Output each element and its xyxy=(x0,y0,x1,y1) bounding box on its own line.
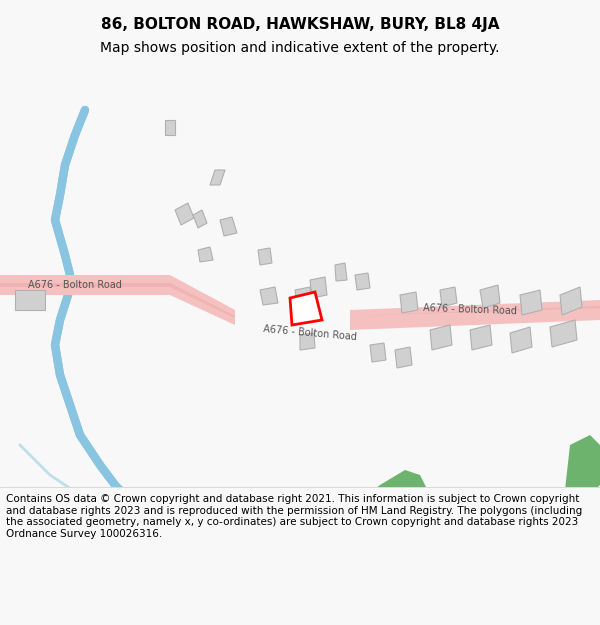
Text: 86, BOLTON ROAD, HAWKSHAW, BURY, BL8 4JA: 86, BOLTON ROAD, HAWKSHAW, BURY, BL8 4JA xyxy=(101,16,499,31)
Polygon shape xyxy=(270,500,320,545)
Polygon shape xyxy=(510,327,532,353)
Text: A676 - Bolton Road: A676 - Bolton Road xyxy=(28,280,122,290)
Polygon shape xyxy=(350,300,600,330)
Polygon shape xyxy=(258,248,272,265)
Polygon shape xyxy=(440,287,457,307)
Polygon shape xyxy=(430,325,452,350)
Polygon shape xyxy=(565,435,600,500)
Polygon shape xyxy=(165,120,175,135)
Polygon shape xyxy=(335,263,347,281)
Polygon shape xyxy=(0,275,235,325)
Text: Map shows position and indicative extent of the property.: Map shows position and indicative extent… xyxy=(100,41,500,55)
Text: A676 - Bolton Road: A676 - Bolton Road xyxy=(423,303,517,317)
Polygon shape xyxy=(550,320,577,347)
Polygon shape xyxy=(400,292,418,313)
Polygon shape xyxy=(480,285,500,308)
Polygon shape xyxy=(355,470,430,535)
Polygon shape xyxy=(520,290,542,315)
Polygon shape xyxy=(198,247,213,262)
Polygon shape xyxy=(470,325,492,350)
Polygon shape xyxy=(260,287,278,305)
Polygon shape xyxy=(395,347,412,368)
Polygon shape xyxy=(15,290,45,310)
Polygon shape xyxy=(370,343,386,362)
Text: Contains OS data © Crown copyright and database right 2021. This information is : Contains OS data © Crown copyright and d… xyxy=(6,494,582,539)
Polygon shape xyxy=(210,170,225,185)
Text: A676 - Bolton Road: A676 - Bolton Road xyxy=(263,324,357,342)
Polygon shape xyxy=(355,273,370,290)
Polygon shape xyxy=(193,210,207,228)
Polygon shape xyxy=(300,333,315,350)
Polygon shape xyxy=(310,277,327,298)
Polygon shape xyxy=(295,287,312,305)
Polygon shape xyxy=(175,203,194,225)
Polygon shape xyxy=(0,283,235,318)
Polygon shape xyxy=(560,287,582,315)
Polygon shape xyxy=(350,306,600,316)
Polygon shape xyxy=(220,217,237,236)
Polygon shape xyxy=(290,292,322,325)
